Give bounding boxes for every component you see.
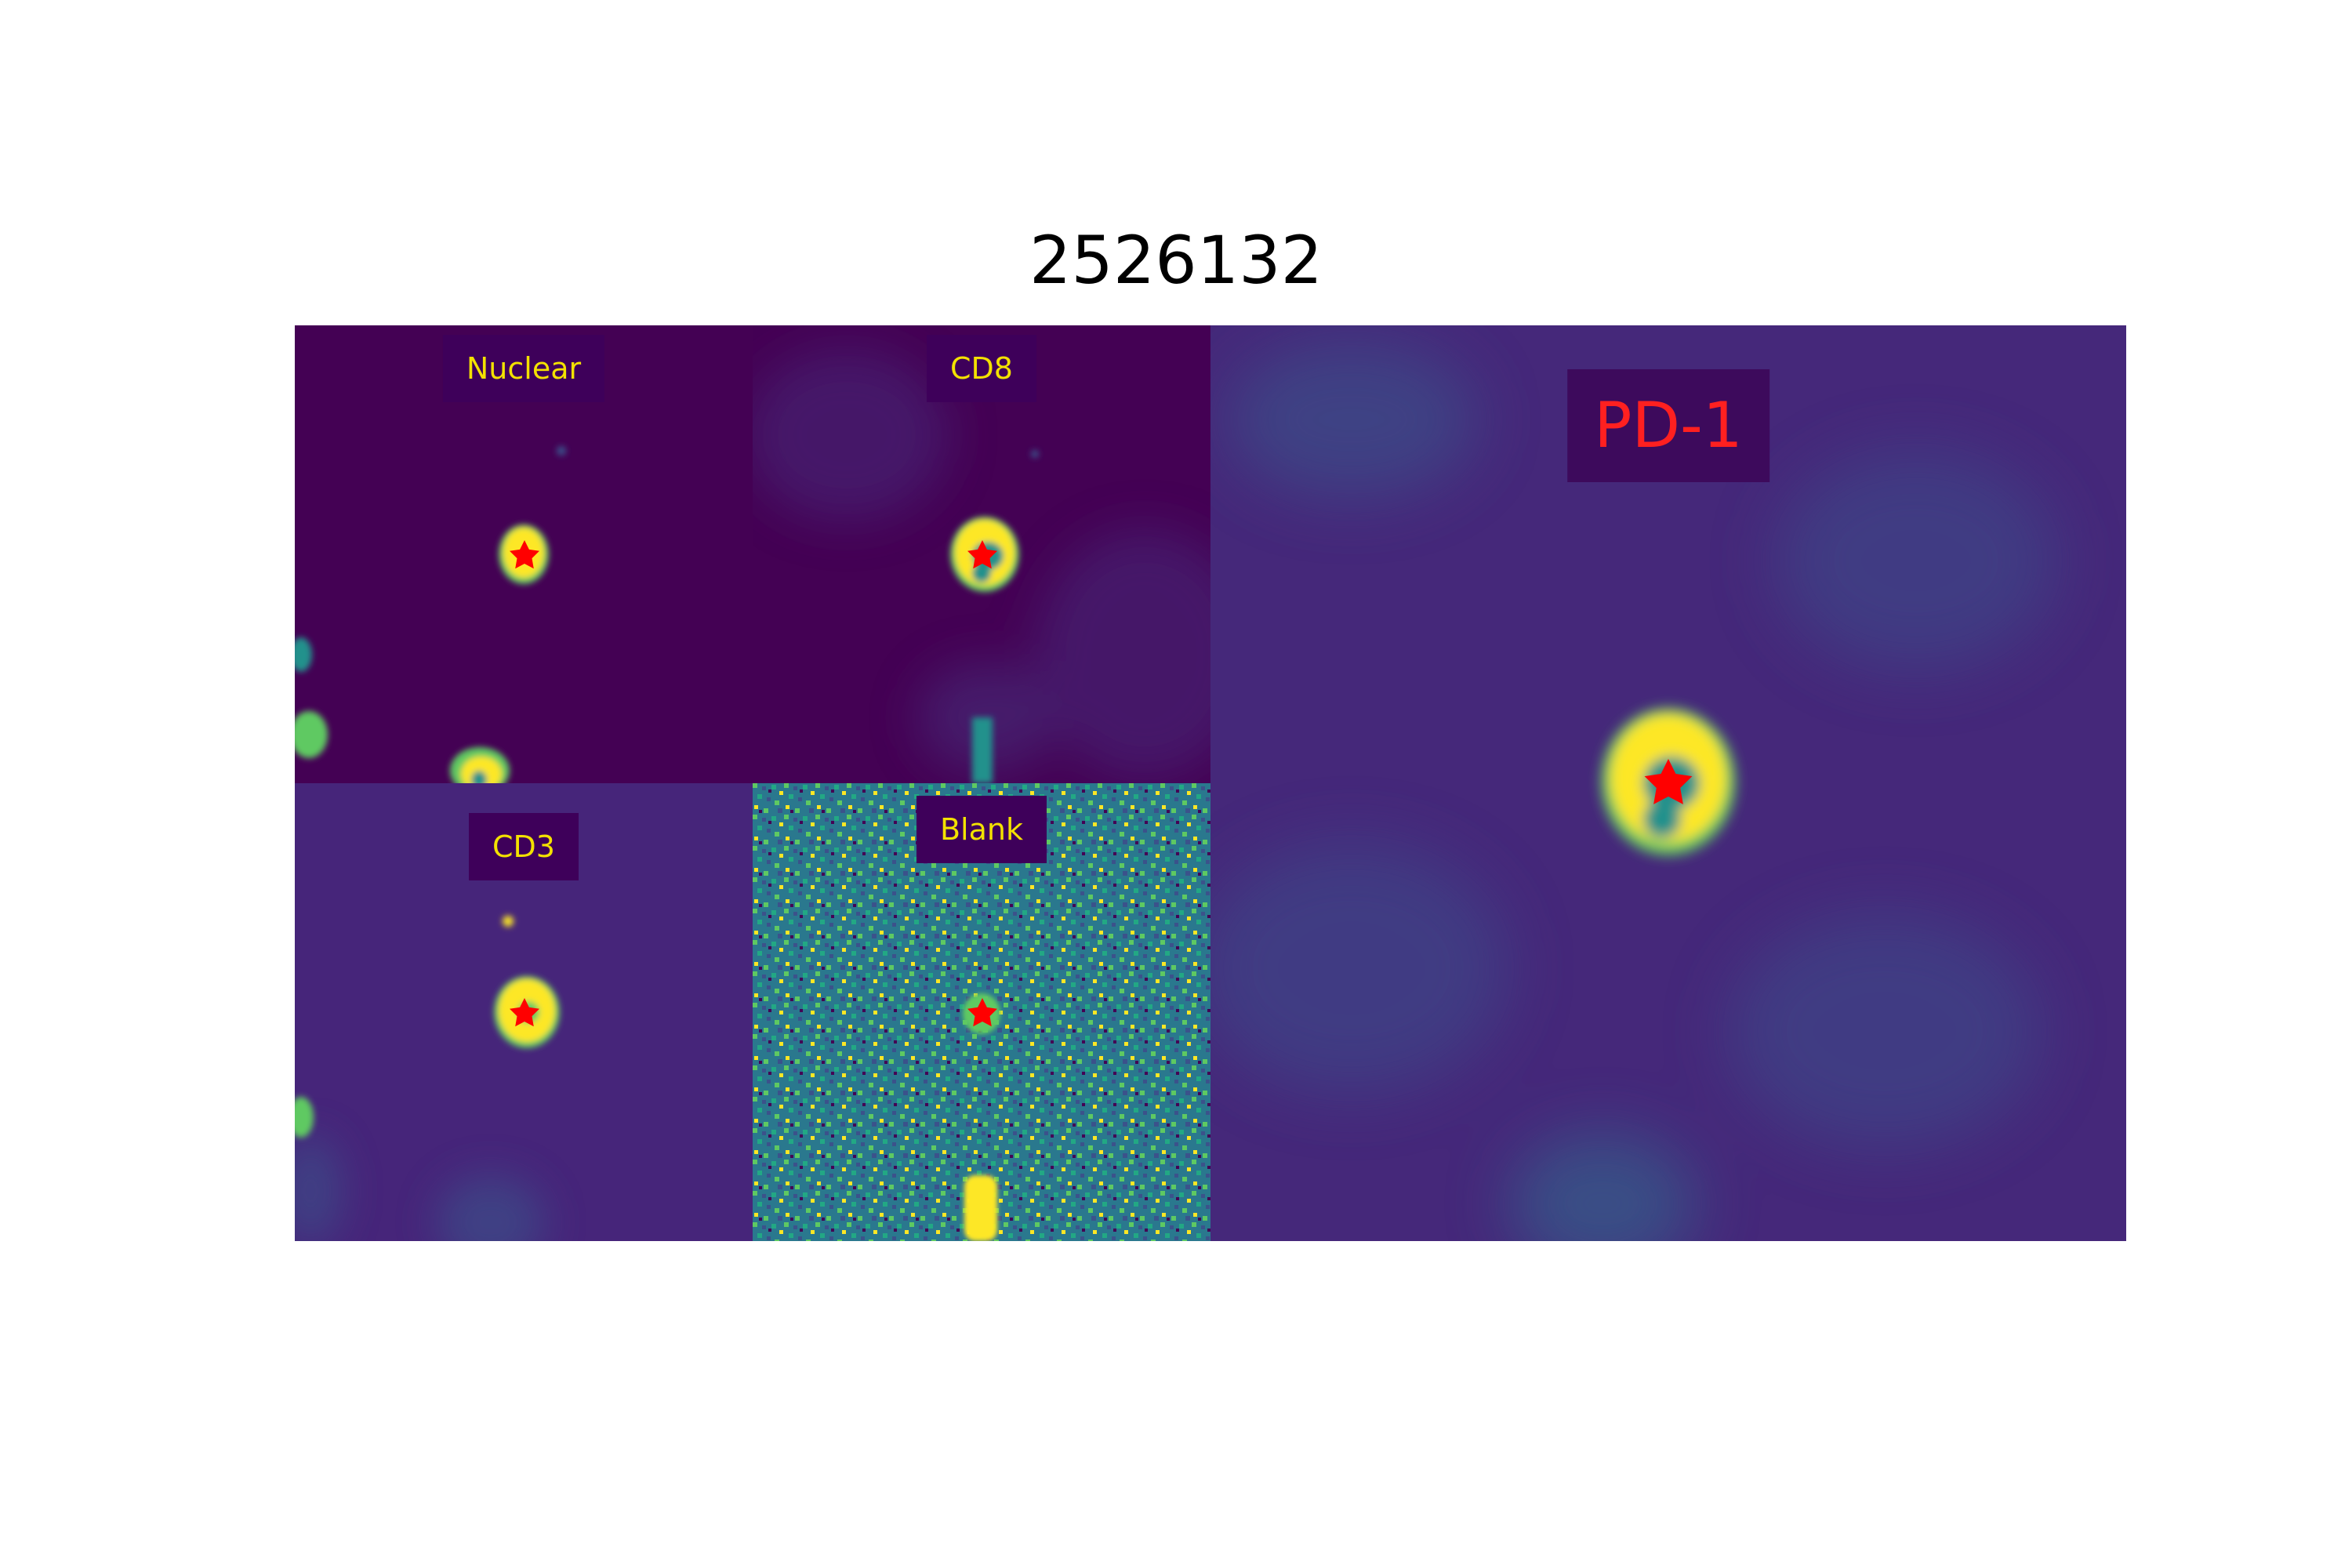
star-marker-blank xyxy=(967,998,997,1027)
cd8-image xyxy=(753,325,1210,783)
panel-label-nuclear: Nuclear xyxy=(442,335,605,402)
panel-label-cd3: CD3 xyxy=(469,813,579,880)
panel-label-cd8: CD8 xyxy=(927,335,1036,402)
panel-label-blank: Blank xyxy=(916,796,1047,863)
star-marker-cd3 xyxy=(510,998,539,1027)
image-grid: Nuclear CD8 xyxy=(295,325,2126,1241)
panel-label-pd1: PD-1 xyxy=(1567,369,1769,482)
panel-nuclear: Nuclear xyxy=(295,325,753,783)
panel-cd8: CD8 xyxy=(753,325,1210,783)
figure-title: 2526132 xyxy=(1029,222,1323,299)
marker-layer xyxy=(510,540,1693,1027)
star-marker-pd1 xyxy=(1644,759,1693,804)
star-marker-nuclear xyxy=(510,540,539,569)
star-marker-cd8 xyxy=(967,540,997,569)
